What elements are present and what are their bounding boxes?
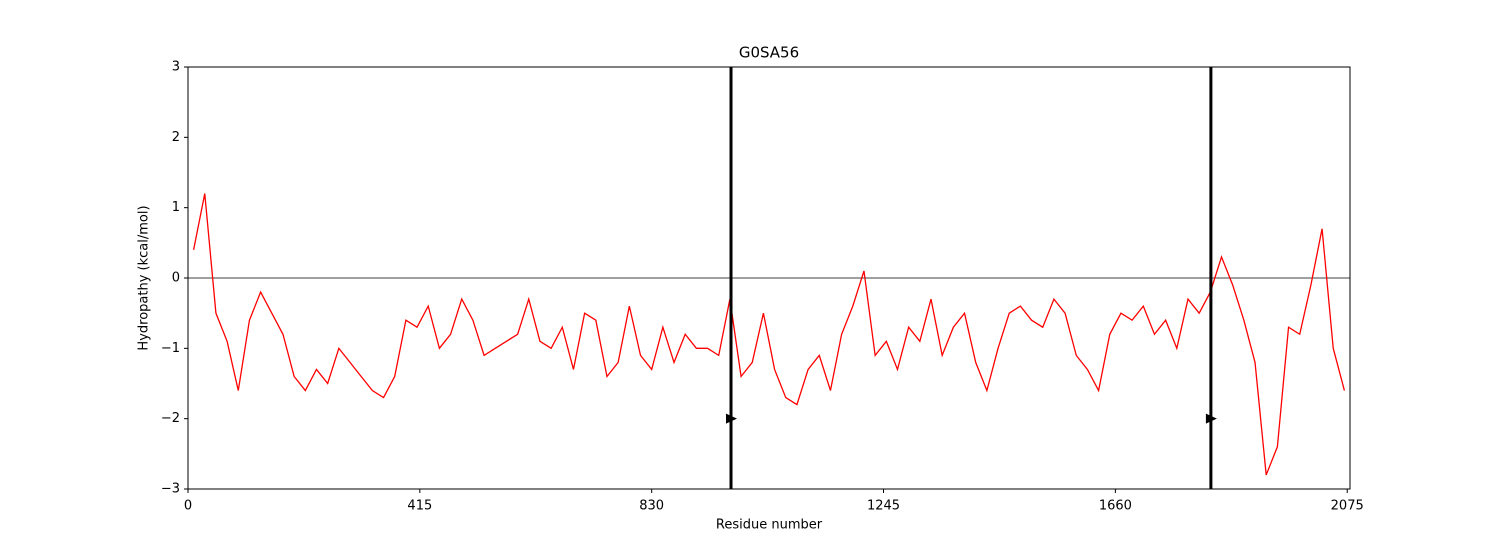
y-tick-label: 2 bbox=[172, 130, 180, 145]
x-tick-label: 0 bbox=[184, 499, 192, 514]
x-tick-label: 2075 bbox=[1331, 499, 1364, 514]
plot-area: 0 415 830 1245 1660 2075 −3 −2 −1 0 1 2 3 bbox=[161, 60, 1364, 514]
axes-frame bbox=[187, 66, 1351, 490]
y-axis-label: Hydropathy (kcal/mol) bbox=[137, 205, 152, 350]
y-tick-label: 3 bbox=[172, 60, 180, 75]
y-tick-label: −3 bbox=[161, 482, 180, 497]
y-tick-label: −2 bbox=[161, 411, 180, 426]
y-tick-label: 0 bbox=[172, 271, 180, 286]
x-tick-label: 415 bbox=[407, 499, 432, 514]
x-axis-label: Residue number bbox=[716, 518, 823, 533]
y-tick-label: 1 bbox=[172, 200, 180, 215]
x-tick-label: 1660 bbox=[1099, 499, 1132, 514]
chart-title: G0SA56 bbox=[739, 44, 799, 62]
boundary-marker bbox=[726, 413, 738, 424]
x-tick-label: 830 bbox=[639, 499, 664, 514]
x-tick-label: 1245 bbox=[867, 499, 900, 514]
y-tick-label: −1 bbox=[161, 341, 180, 356]
boundary-marker bbox=[1205, 413, 1217, 424]
hydropathy-line bbox=[192, 193, 1346, 476]
